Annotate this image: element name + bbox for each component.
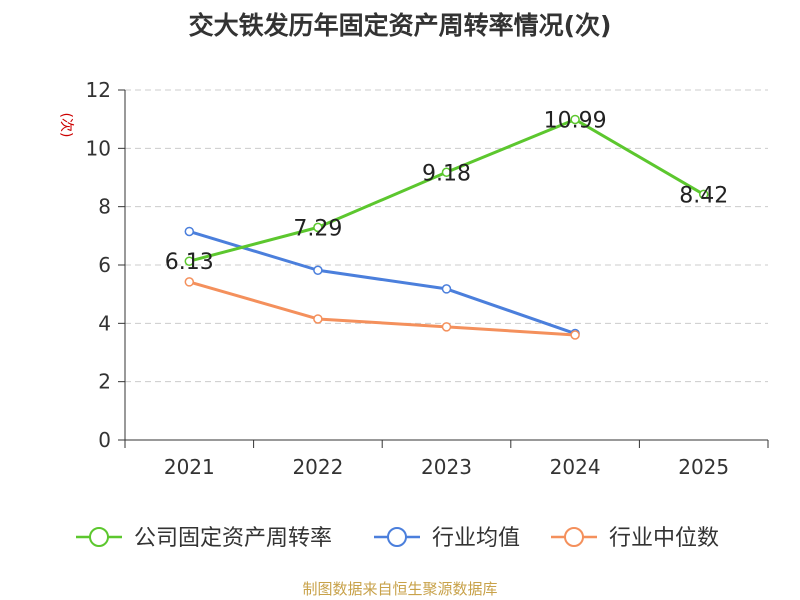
data-point — [184, 277, 195, 287]
data-point — [570, 330, 580, 340]
data-point — [441, 284, 452, 294]
data-label: 6.13 — [165, 250, 214, 275]
x-tick-label: 2022 — [292, 455, 343, 479]
legend-label: 行业中位数 — [609, 526, 719, 551]
legend-label: 行业均值 — [432, 526, 520, 551]
data-point — [441, 167, 452, 177]
series-line — [188, 117, 705, 263]
data-point — [441, 322, 452, 332]
data-point — [184, 256, 195, 266]
x-tick-label: 2024 — [550, 455, 601, 479]
data-point — [313, 265, 323, 275]
chart-title: 交大铁发历年固定资产周转率情况(次) — [188, 11, 612, 40]
y-tick-label: 0 — [98, 428, 111, 452]
data-point — [313, 222, 323, 233]
data-label: 7.29 — [293, 216, 342, 241]
x-tick-label: 2023 — [421, 455, 472, 479]
data-point — [698, 189, 709, 200]
series-line — [188, 230, 576, 335]
x-tick-label: 2025 — [678, 455, 729, 479]
y-tick-label: 12 — [86, 78, 111, 102]
y-tick-label: 4 — [98, 311, 111, 335]
data-label: 8.42 — [679, 183, 728, 208]
legend-marker — [387, 527, 407, 547]
legend-marker — [89, 527, 109, 547]
data-point — [570, 114, 580, 125]
y-tick-label: 8 — [98, 195, 111, 219]
y-tick-label: 6 — [98, 253, 111, 277]
data-label: 10.99 — [544, 108, 607, 133]
data-label: 9.18 — [422, 161, 471, 186]
y-axis-label: (次) — [58, 113, 74, 138]
legend-label: 公司固定资产周转率 — [134, 526, 332, 551]
series-line — [188, 280, 576, 337]
data-point — [313, 314, 323, 324]
x-tick-label: 2021 — [164, 455, 215, 479]
data-point — [184, 226, 195, 237]
legend-marker — [564, 527, 584, 547]
y-tick-label: 10 — [86, 136, 111, 160]
source-note: 制图数据来自恒生聚源数据库 — [302, 580, 498, 598]
y-tick-label: 2 — [98, 370, 111, 394]
